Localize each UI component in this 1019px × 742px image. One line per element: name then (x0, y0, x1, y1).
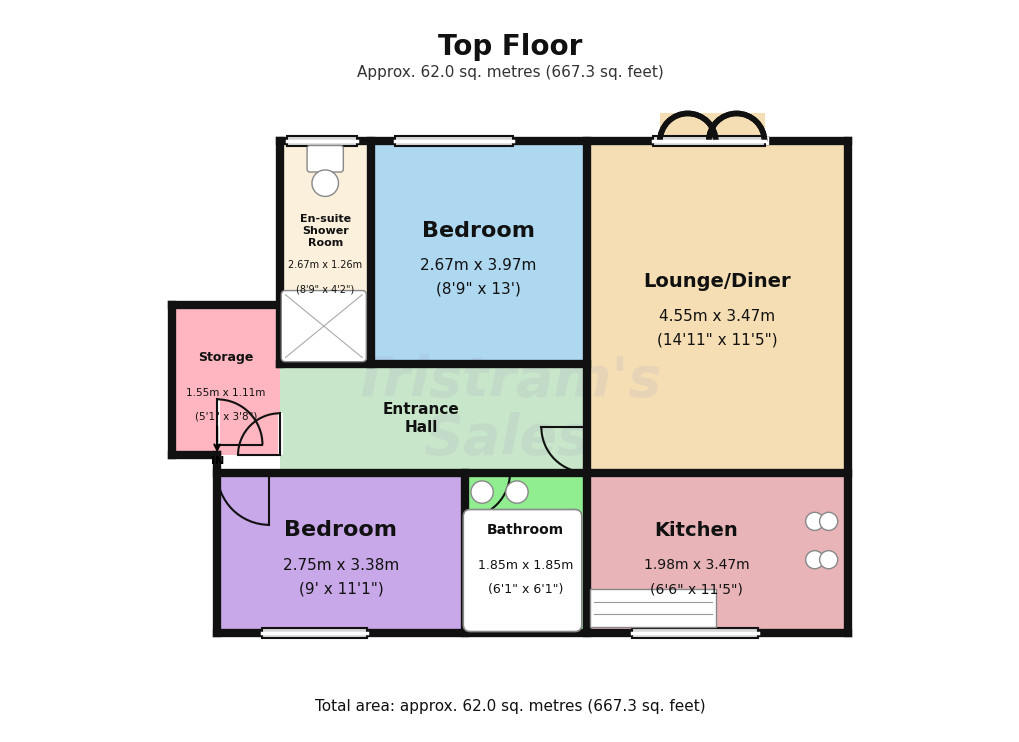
FancyBboxPatch shape (463, 510, 581, 631)
Ellipse shape (312, 170, 338, 197)
Text: 2.67m x 1.26m: 2.67m x 1.26m (288, 260, 362, 270)
Circle shape (505, 481, 528, 503)
Bar (171, 305, 279, 455)
Text: Total area: approx. 62.0 sq. metres (667.3 sq. feet): Total area: approx. 62.0 sq. metres (667… (315, 699, 704, 714)
Text: (14'11" x 11'5"): (14'11" x 11'5") (656, 332, 777, 347)
Text: 1.55m x 1.11m: 1.55m x 1.11m (186, 388, 265, 398)
Bar (659, 114, 764, 141)
Text: Kitchen: Kitchen (654, 521, 738, 540)
Circle shape (805, 551, 823, 569)
Text: Bedroom: Bedroom (284, 520, 397, 540)
Text: (8'9" x 4'2"): (8'9" x 4'2") (296, 284, 354, 294)
Text: Entrance
Hall: Entrance Hall (382, 401, 459, 436)
Text: En-suite
Shower
Room: En-suite Shower Room (300, 214, 351, 248)
Bar (394, 137, 513, 146)
Bar (465, 473, 586, 633)
Bar (286, 137, 357, 146)
Bar (262, 628, 367, 638)
Text: Bathroom: Bathroom (487, 523, 564, 537)
Bar (279, 141, 370, 364)
Text: Tristram's
Sales: Tristram's Sales (351, 354, 661, 466)
Bar (217, 473, 465, 633)
Bar (217, 469, 269, 475)
Bar (465, 469, 510, 475)
Bar (659, 114, 764, 141)
Circle shape (819, 512, 837, 531)
Text: 1.85m x 1.85m: 1.85m x 1.85m (478, 559, 573, 572)
Text: Approx. 62.0 sq. metres (667.3 sq. feet): Approx. 62.0 sq. metres (667.3 sq. feet) (357, 65, 662, 80)
Text: IN: IN (210, 456, 223, 466)
Text: 1.98m x 3.47m: 1.98m x 3.47m (643, 558, 749, 572)
Circle shape (805, 512, 823, 531)
Text: Lounge/Diner: Lounge/Diner (643, 272, 791, 291)
Bar (632, 628, 757, 638)
Bar (652, 137, 764, 146)
Text: Top Floor: Top Floor (437, 33, 582, 62)
Bar (279, 364, 586, 473)
Text: 2.67m x 3.97m: 2.67m x 3.97m (420, 258, 536, 273)
Bar (585, 427, 589, 473)
Text: 4.55m x 3.47m: 4.55m x 3.47m (658, 309, 774, 324)
FancyBboxPatch shape (307, 145, 343, 172)
Bar (590, 589, 715, 627)
Bar (370, 141, 586, 364)
Text: (8'9" x 13'): (8'9" x 13') (436, 282, 521, 297)
Text: Bedroom: Bedroom (422, 220, 535, 240)
FancyBboxPatch shape (281, 291, 366, 361)
Text: Storage: Storage (198, 352, 254, 364)
Circle shape (471, 481, 493, 503)
Circle shape (819, 551, 837, 569)
Text: (9' x 11'1"): (9' x 11'1") (299, 582, 383, 597)
Bar (586, 473, 848, 633)
Text: 2.75m x 3.38m: 2.75m x 3.38m (282, 558, 398, 573)
Text: (6'1" x 6'1"): (6'1" x 6'1") (487, 582, 562, 596)
Text: (6'6" x 11'5"): (6'6" x 11'5") (649, 582, 742, 596)
Bar (216, 399, 220, 444)
Text: (5'1" x 3'8"): (5'1" x 3'8") (195, 411, 257, 421)
Bar (586, 141, 848, 473)
Bar (278, 413, 282, 455)
